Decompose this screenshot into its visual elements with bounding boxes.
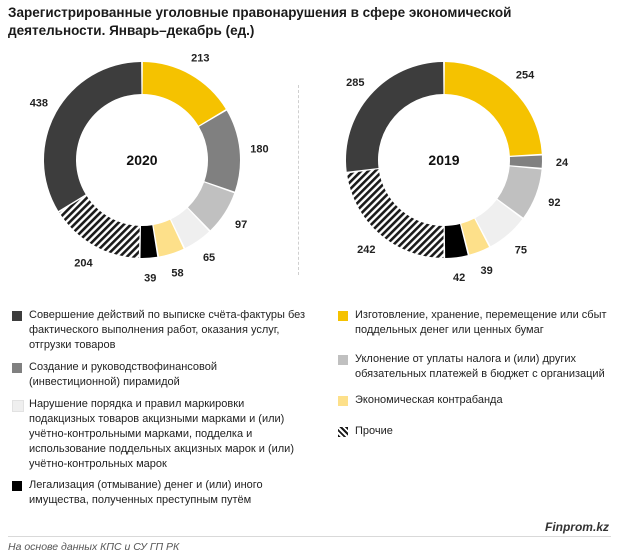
source-note: На основе данных КПС и СУ ГП РК — [8, 541, 180, 553]
legend-label: Нарушение порядка и правил маркировки под… — [29, 398, 294, 470]
slice-2020-laundering — [140, 225, 158, 258]
slice-2019-tax_evasion — [497, 166, 542, 218]
data-label-2019-laundering: 42 — [453, 272, 465, 284]
legend-swatch-tax_evasion — [338, 355, 348, 365]
donut-2019: 254 24 92 75 39 42 242 285 2019 — [346, 62, 569, 284]
donut-2020: 213 180 97 65 58 39 204 438 2020 — [30, 52, 269, 284]
legend-item-pyramid: Создание и руководствофинансовой (инвести… — [12, 360, 312, 390]
legend-item-laundering: Легализация (отмывание) денег и (или) ин… — [12, 478, 312, 508]
legend-label: Уклонение от уплаты налога и (или) други… — [355, 353, 605, 380]
slice-2019-laundering — [444, 224, 468, 258]
donut-center-year: 2019 — [428, 152, 459, 168]
data-label-2019-fake_invoices: 285 — [346, 77, 364, 89]
legend-item-contraband: Экономическая контрабанда — [338, 393, 613, 408]
legend-swatch-contraband — [338, 396, 348, 406]
slice-2019-excise — [475, 199, 523, 247]
data-label-2020-laundering: 39 — [144, 273, 156, 285]
data-label-2019-counterfeit: 254 — [516, 69, 535, 81]
legend-item-excise: Нарушение порядка и правил маркировки под… — [12, 397, 312, 472]
slice-2019-contraband — [461, 218, 490, 255]
legend-swatch-laundering — [12, 481, 22, 491]
slice-2020-contraband — [153, 219, 184, 257]
legend-label: Экономическая контрабанда — [355, 394, 503, 406]
data-label-2020-pyramid: 180 — [250, 143, 268, 155]
legend-label: Изготовление, хранение, перемещение или … — [355, 309, 607, 336]
data-label-2019-pyramid: 24 — [556, 157, 569, 169]
legend-swatch-counterfeit — [338, 311, 348, 321]
legend-swatch-pyramid — [12, 363, 22, 373]
brand-logo: Finprom.kz — [544, 520, 609, 534]
data-label-2020-counterfeit: 213 — [191, 52, 209, 64]
slice-2020-excise — [171, 208, 210, 248]
data-label-2020-tax_evasion: 97 — [235, 219, 247, 231]
donut-center-year: 2020 — [126, 152, 157, 168]
slice-2020-counterfeit — [142, 62, 226, 126]
data-label-2019-contraband: 39 — [481, 265, 493, 277]
legend-swatch-fake_invoices — [12, 311, 22, 321]
legend-swatch-other — [338, 427, 348, 437]
slice-2020-fake_invoices — [43, 62, 142, 211]
data-label-2020-other: 204 — [74, 257, 93, 269]
data-label-2020-excise: 65 — [203, 252, 215, 264]
slice-2020-pyramid — [199, 110, 241, 192]
data-label-2020-contraband: 58 — [171, 268, 183, 280]
legend-label: Создание и руководствофинансовой (инвести… — [29, 361, 217, 388]
data-label-2020-fake_invoices: 438 — [30, 98, 48, 110]
legend-item-tax_evasion: Уклонение от уплаты налога и (или) други… — [338, 352, 613, 382]
slice-2020-other — [59, 195, 140, 258]
legend-item-other: Прочие — [338, 424, 613, 439]
slice-2019-fake_invoices — [346, 62, 444, 172]
legend-item-counterfeit: Изготовление, хранение, перемещение или … — [338, 308, 613, 338]
slice-2019-other — [346, 169, 444, 258]
data-label-2019-other: 242 — [357, 244, 375, 256]
data-label-2019-tax_evasion: 92 — [548, 197, 560, 209]
donut-charts: 213 180 97 65 58 39 204 438 2020 254 24 92 75 39 42 24… — [30, 52, 569, 284]
slice-2019-counterfeit — [444, 62, 542, 156]
legend-label: Совершение действий по выписке счёта-фак… — [29, 309, 306, 351]
legend-label: Прочие — [355, 425, 393, 437]
slice-2019-pyramid — [509, 155, 542, 168]
slice-2020-tax_evasion — [188, 182, 235, 231]
chart-title: Зарегистрированные уголовные правонаруше… — [8, 5, 512, 38]
legend-swatch-excise — [12, 400, 24, 412]
legend-item-fake_invoices: Совершение действий по выписке счёта-фак… — [12, 308, 312, 353]
footer-divider — [8, 536, 611, 537]
legend-label: Легализация (отмывание) денег и (или) ин… — [29, 479, 263, 506]
chart-divider — [298, 85, 299, 275]
data-label-2019-excise: 75 — [515, 244, 527, 256]
